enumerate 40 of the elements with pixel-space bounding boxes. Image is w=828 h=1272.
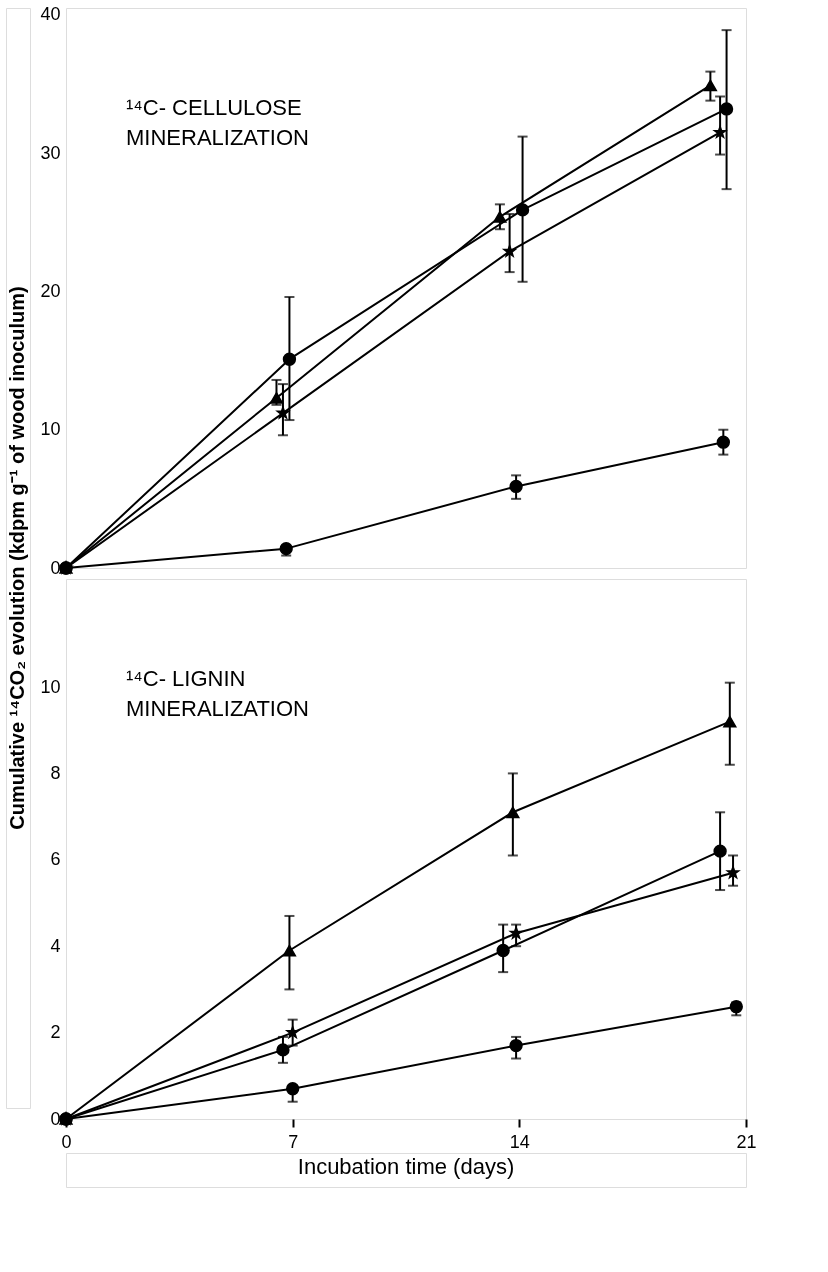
y-tick-label: 0 [50,1108,61,1129]
point [496,943,510,958]
point [509,1038,523,1053]
x-tick-label: 14 [509,1131,530,1152]
point [279,541,293,556]
y-tick-label: 40 [40,4,61,25]
point [286,1025,300,1039]
annotation: ¹⁴C- LIGNIN MINERALIZATION [126,666,309,721]
point [726,866,740,879]
y-axis-title: Cumulative ¹⁴CO₂ evolution (kdpm g⁻¹ of wood inoculum) [6,286,28,830]
point [276,406,290,419]
y-tick-label: 10 [40,676,61,697]
point [509,479,523,494]
y-tick-label: 4 [50,935,61,956]
point [269,392,284,404]
point [506,806,520,819]
point [713,125,727,138]
x-axis-title: Incubation time (days) [297,1154,515,1179]
point [282,352,297,366]
point [276,1043,290,1057]
point [509,926,523,939]
point [713,844,727,858]
y-tick-label: 8 [50,762,61,783]
y-tick-label: 30 [40,142,61,163]
y-tick-label: 6 [50,849,61,870]
x-tick-label: 21 [736,1131,757,1152]
point [515,203,530,217]
x-tick-label: 7 [288,1131,299,1152]
y-tick-label: 10 [40,419,61,440]
point [703,79,718,92]
y-tick-label: 0 [50,557,61,578]
point [723,715,737,728]
point [286,1082,300,1096]
point [282,944,297,957]
annotation: ¹⁴C- CELLULOSE MINERALIZATION [126,95,309,150]
point [719,102,734,116]
y-tick-label: 2 [50,1022,61,1043]
y-tick-label: 20 [40,280,61,301]
point [493,210,507,223]
point [716,435,730,449]
